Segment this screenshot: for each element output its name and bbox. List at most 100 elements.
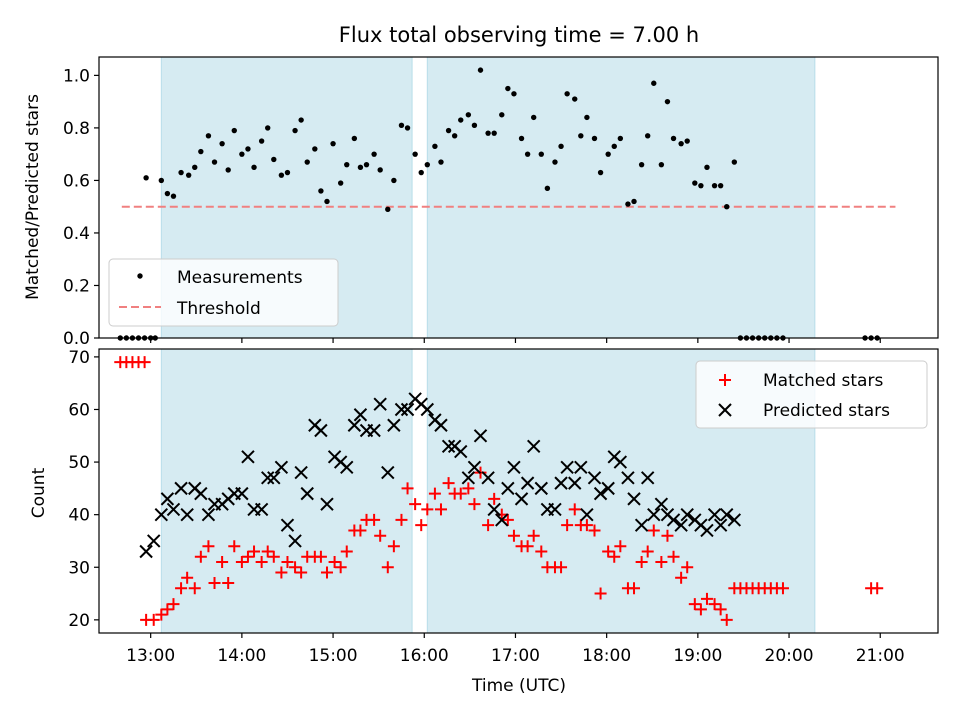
predicted-star-point bbox=[394, 402, 409, 417]
measurement-point bbox=[617, 135, 624, 142]
matched-star-point bbox=[401, 482, 414, 495]
matched-star-point bbox=[261, 545, 274, 558]
predicted-star-point bbox=[434, 418, 448, 432]
matched-star-point bbox=[295, 566, 308, 579]
predicted-star-point bbox=[261, 471, 275, 485]
count-points bbox=[114, 356, 884, 626]
matched-star-point bbox=[275, 566, 288, 579]
x-tick-label: 20:00 bbox=[765, 646, 814, 666]
measurement-point bbox=[578, 133, 584, 139]
top-y-tick-label: 0.8 bbox=[63, 119, 90, 139]
matched-star-point bbox=[281, 556, 294, 568]
x-tick-label: 16:00 bbox=[400, 646, 449, 666]
matched-star-point bbox=[434, 503, 447, 516]
predicted-star-point bbox=[495, 513, 509, 527]
matched-star-point bbox=[409, 498, 422, 511]
predicted-star-point bbox=[514, 492, 529, 506]
measurement-point bbox=[658, 161, 665, 168]
matched-star-point bbox=[147, 613, 160, 626]
measurement-point bbox=[318, 188, 324, 194]
matched-star-point bbox=[354, 524, 367, 537]
matched-star-point bbox=[694, 603, 707, 616]
measurement-point bbox=[605, 151, 611, 157]
measurement-point bbox=[518, 135, 525, 142]
predicted-star-point bbox=[174, 481, 188, 496]
matched-star-point bbox=[714, 603, 727, 616]
matched-star-point bbox=[535, 545, 548, 558]
measurement-point bbox=[631, 198, 637, 205]
bottom-legend: Matched stars Predicted stars bbox=[695, 360, 928, 429]
matched-star-point bbox=[216, 556, 229, 568]
legend-predicted-label: Predicted stars bbox=[763, 401, 890, 421]
top-y-tick-label: 0.6 bbox=[63, 171, 90, 191]
measurement-point bbox=[391, 177, 397, 184]
matched-star-point bbox=[482, 519, 495, 532]
matched-star-point bbox=[202, 540, 215, 553]
measurement-point bbox=[205, 133, 212, 139]
predicted-star-point bbox=[166, 502, 181, 517]
measurement-point bbox=[143, 175, 149, 181]
predicted-star-point bbox=[707, 507, 722, 522]
legend-measurements-label: Measurements bbox=[177, 268, 303, 288]
measurement-point bbox=[198, 148, 204, 155]
predicted-star-point bbox=[288, 534, 302, 548]
measurement-point bbox=[477, 67, 484, 73]
measurement-point bbox=[225, 167, 231, 173]
measurement-point bbox=[211, 159, 218, 165]
predicted-star-point bbox=[560, 460, 574, 475]
measurement-point bbox=[185, 172, 192, 178]
measurement-point bbox=[371, 151, 377, 157]
predicted-star-point bbox=[241, 450, 255, 464]
matched-star-point bbox=[387, 540, 400, 553]
matched-star-point bbox=[267, 550, 280, 563]
top-x-ticks bbox=[150, 338, 881, 343]
measurement-point bbox=[717, 182, 724, 189]
legend-predicted-marker bbox=[718, 403, 732, 417]
measurement-point bbox=[424, 161, 431, 168]
measurement-point bbox=[337, 180, 344, 186]
measurement-point bbox=[698, 182, 704, 189]
matched-star-point bbox=[314, 550, 327, 563]
measurement-point bbox=[445, 127, 452, 134]
matched-star-point bbox=[138, 356, 151, 369]
matched-star-point bbox=[488, 492, 501, 505]
measurement-point bbox=[385, 206, 391, 213]
top-y-tick-label: 1.0 bbox=[63, 66, 90, 86]
predicted-star-point bbox=[627, 492, 641, 506]
measurement-point bbox=[651, 80, 657, 86]
predicted-star-point bbox=[593, 486, 608, 501]
predicted-star-point bbox=[353, 408, 368, 422]
matched-star-point bbox=[167, 598, 180, 611]
predicted-star-point bbox=[320, 497, 334, 511]
predicted-star-point bbox=[601, 481, 615, 496]
predicted-star-point bbox=[160, 492, 175, 506]
measurement-point bbox=[377, 167, 383, 173]
x-tick-label: 13:00 bbox=[126, 646, 175, 666]
matched-star-point bbox=[720, 613, 733, 626]
measurement-point bbox=[304, 159, 310, 165]
predicted-star-point bbox=[526, 439, 541, 454]
matched-star-point bbox=[462, 482, 475, 495]
measurement-point bbox=[558, 143, 564, 149]
matched-star-point bbox=[871, 582, 884, 595]
matched-star-point bbox=[647, 524, 660, 537]
predicted-star-point bbox=[381, 465, 395, 480]
top-axes-frame bbox=[98, 56, 939, 339]
top-panel: 0.0 0.2 0.4 0.6 0.8 1.0 Matched/Predicted sta… bbox=[23, 56, 939, 349]
measurement-point bbox=[678, 140, 684, 147]
x-axis-label: Time (UTC) bbox=[471, 676, 566, 696]
top-y-tick-label: 0.2 bbox=[63, 276, 90, 296]
predicted-star-point bbox=[727, 513, 742, 527]
matched-star-point bbox=[688, 598, 701, 611]
predicted-star-point bbox=[180, 507, 194, 522]
matched-star-point bbox=[776, 582, 789, 595]
matched-star-point bbox=[454, 487, 467, 500]
measurement-point bbox=[564, 91, 570, 97]
matched-star-point bbox=[521, 540, 534, 553]
matched-star-point bbox=[428, 487, 441, 500]
matched-star-point bbox=[368, 513, 381, 526]
matched-star-point bbox=[181, 571, 194, 584]
bottom-y-tick-label: 60 bbox=[68, 400, 90, 420]
measurement-point bbox=[412, 151, 418, 157]
